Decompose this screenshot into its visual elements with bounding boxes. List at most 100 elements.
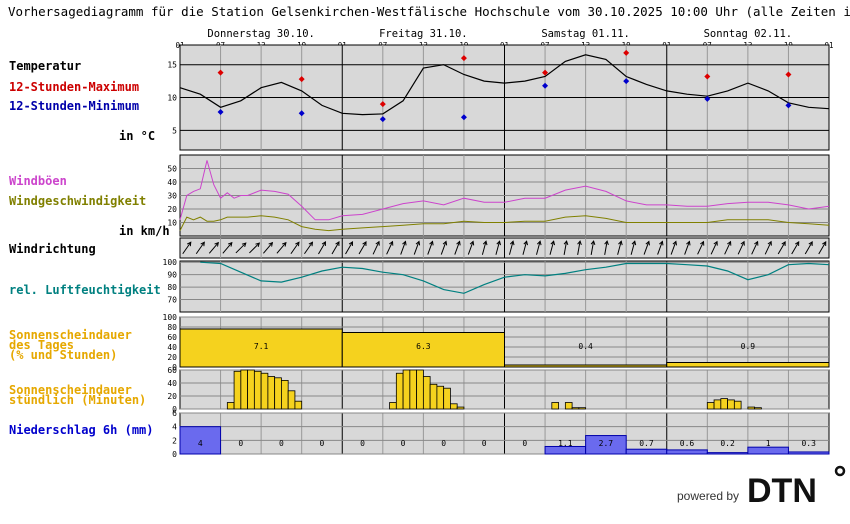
precipitation-label: 0.2 xyxy=(720,439,735,448)
sunshine-hourly-bar xyxy=(260,372,269,410)
wind-direction-arrow xyxy=(222,241,233,254)
precipitation-label: 0.3 xyxy=(801,439,816,448)
y-tick-label: 5 xyxy=(172,126,177,135)
precipitation-label: 4 xyxy=(198,439,203,448)
wind-direction-arrow xyxy=(791,241,800,255)
min-marker xyxy=(623,78,630,85)
sunshine-hourly-bar xyxy=(551,402,559,410)
sunshine-hourly-bar xyxy=(409,369,418,410)
label-windboeen: Windböen xyxy=(9,174,67,188)
sunshine-hourly-bar xyxy=(443,387,451,410)
sunshine-hourly-bar xyxy=(429,383,438,410)
wind-direction-arrow xyxy=(549,240,556,255)
wind-direction-arrow xyxy=(563,240,569,255)
dtn-logo-dot xyxy=(834,465,846,477)
sunshine-hourly-bar xyxy=(226,402,235,410)
label-temperatur: Temperatur xyxy=(9,59,81,73)
precipitation-label: 0.6 xyxy=(680,439,695,448)
wind-direction-arrow xyxy=(737,240,745,255)
day-label: Donnerstag 30.10. xyxy=(207,28,314,40)
sunshine-hourly-bar xyxy=(402,369,411,410)
precipitation-bar xyxy=(585,435,627,455)
sunshine-hourly-bar xyxy=(267,376,276,410)
day-label: Freitag 31.10. xyxy=(379,28,468,40)
sunshine-hourly-bar xyxy=(456,406,465,410)
wind-direction-arrow xyxy=(427,240,434,255)
sunshine-hourly-bar xyxy=(253,370,262,410)
max-marker xyxy=(217,69,224,76)
y-tick-label: 100 xyxy=(163,258,178,267)
wind-direction-arrow xyxy=(400,240,407,255)
label-max: 12-Stunden-Maximum xyxy=(9,80,139,94)
wind-speed-line xyxy=(179,215,830,232)
wind-panel xyxy=(179,160,830,232)
wind-direction-arrow xyxy=(643,240,650,255)
sunshine-daily-bar xyxy=(504,364,668,368)
wind-direction-arrow xyxy=(657,240,664,255)
label-feuchte: rel. Luftfeuchtigkeit xyxy=(9,283,161,297)
wind-direction-arrow xyxy=(495,240,501,255)
y-tick-label: 100 xyxy=(163,313,178,322)
sunshine-hourly-bar xyxy=(240,369,249,410)
wind-direction-arrow xyxy=(630,240,637,255)
sunshine-daily-panel: 7.1 6.3 0.4 0.9 xyxy=(179,328,830,368)
precipitation-bar xyxy=(787,451,830,455)
wind-direction-arrow xyxy=(358,241,367,255)
label-sonne-tag-1: Sonnenscheindauer xyxy=(9,328,132,342)
label-sonne-std-1: Sonnenscheindauer xyxy=(9,383,132,397)
wind-direction-arrow xyxy=(481,240,488,255)
min-marker xyxy=(542,82,549,89)
y-tick-label: 20 xyxy=(167,205,177,214)
label-windgeschwindigkeit: Windgeschwindigkeit xyxy=(9,194,146,208)
wind-direction-arrow xyxy=(318,241,326,255)
sunshine-daily-bar xyxy=(341,332,505,368)
sunshine-hourly-bar xyxy=(416,369,424,410)
wind-direction-arrow xyxy=(290,241,300,255)
y-tick-label: 0 xyxy=(172,450,177,459)
max-marker xyxy=(379,101,386,108)
y-tick-label: 30 xyxy=(167,192,177,201)
min-marker xyxy=(298,110,305,117)
wind-direction-arrow xyxy=(590,240,596,255)
sunshine-hourly-bar xyxy=(564,402,573,410)
sunshine-hourly-bar xyxy=(436,385,445,410)
sunshine-hourly-bar xyxy=(754,407,762,410)
wind-direction-arrow xyxy=(208,241,219,254)
y-tick-label: 90 xyxy=(167,271,177,280)
sunshine-hourly-bar xyxy=(287,390,296,410)
max-marker xyxy=(542,69,549,76)
precipitation-label: 0 xyxy=(401,439,406,448)
wind-direction-arrow xyxy=(413,240,421,255)
chart-title: Vorhersagediagramm für die Station Gelse… xyxy=(8,4,850,19)
sunshine-daily-bar xyxy=(666,362,830,368)
sunshine-hourly-bar xyxy=(747,406,756,410)
y-tick-label: 0 xyxy=(172,405,177,414)
precipitation-bar xyxy=(666,449,708,455)
sunshine-hourly-bar xyxy=(720,398,728,410)
label-niederschlag: Niederschlag 6h (mm) xyxy=(9,423,154,437)
y-tick-label: 40 xyxy=(167,343,177,352)
y-tick-label: 70 xyxy=(167,296,177,305)
label-temp-unit: in °C xyxy=(119,129,155,143)
wind-direction-arrow xyxy=(263,241,274,254)
precipitation-bar xyxy=(706,452,749,455)
humidity-panel xyxy=(200,261,830,294)
label-windrichtung: Windrichtung xyxy=(9,242,96,256)
sunshine-daily-label: 6.3 xyxy=(416,342,431,351)
min-marker xyxy=(460,114,467,121)
sunshine-hourly-bar xyxy=(706,402,715,410)
wind-direction-arrow xyxy=(710,240,718,255)
humidity-line xyxy=(200,261,830,294)
precipitation-label: 0 xyxy=(482,439,487,448)
y-tick-label: 6 xyxy=(172,409,177,418)
dtn-logo: DTN xyxy=(747,472,817,510)
precipitation-label: 1.1 xyxy=(558,439,573,448)
precipitation-label: 0.7 xyxy=(639,439,654,448)
precipitation-bar xyxy=(747,446,789,455)
sunshine-daily-bar xyxy=(179,328,343,368)
sunshine-hourly-panel xyxy=(226,369,762,410)
wind-direction-arrow xyxy=(276,241,287,254)
y-tick-label: 60 xyxy=(167,366,177,375)
y-tick-label: 4 xyxy=(172,423,177,432)
wind-direction-arrow xyxy=(684,240,691,255)
